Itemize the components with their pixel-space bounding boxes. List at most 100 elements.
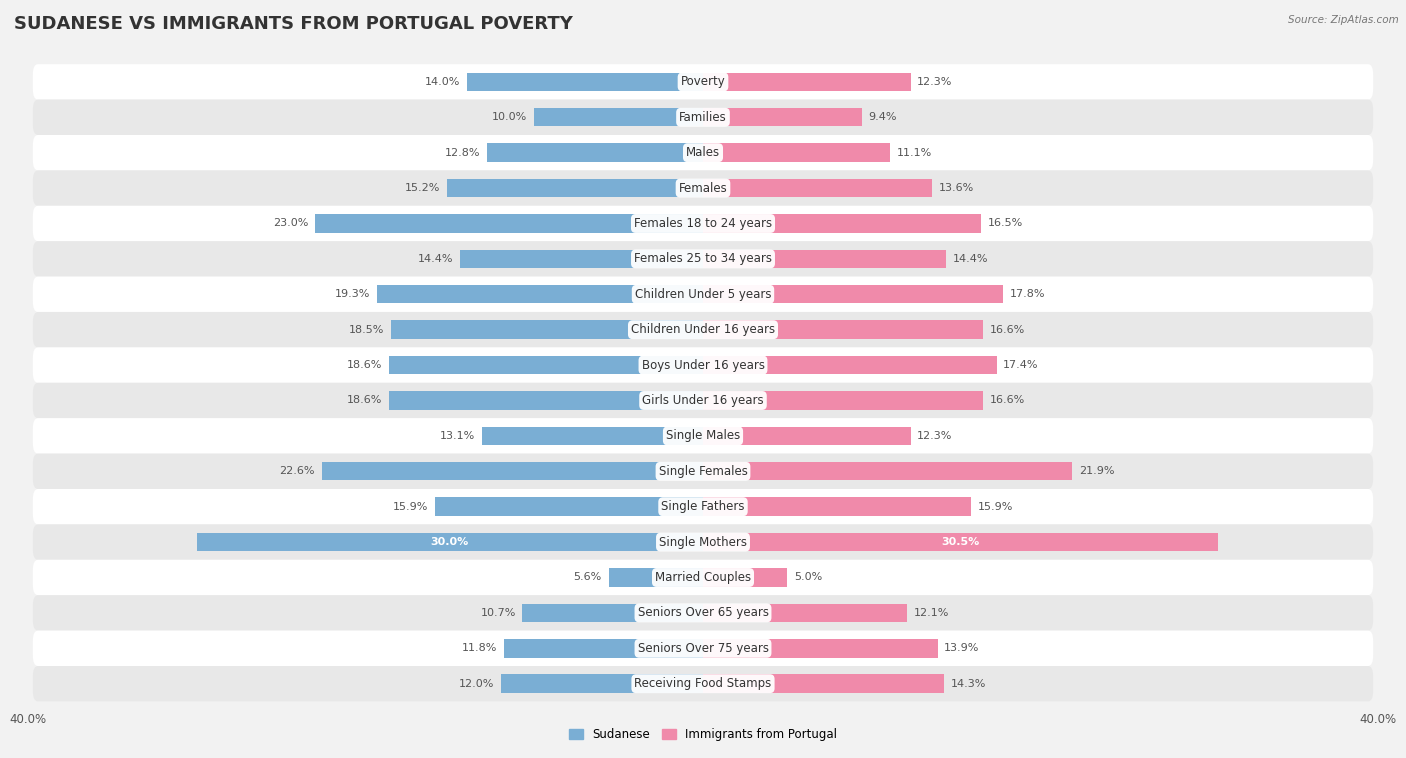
FancyBboxPatch shape xyxy=(32,347,1374,383)
FancyBboxPatch shape xyxy=(32,241,1374,277)
Text: 10.0%: 10.0% xyxy=(492,112,527,122)
Text: 14.4%: 14.4% xyxy=(953,254,988,264)
Bar xyxy=(322,462,703,481)
Text: 5.0%: 5.0% xyxy=(794,572,823,582)
Bar xyxy=(501,675,703,693)
Text: 16.5%: 16.5% xyxy=(988,218,1024,228)
Text: 16.6%: 16.6% xyxy=(990,396,1025,406)
Text: 13.1%: 13.1% xyxy=(440,431,475,441)
Bar xyxy=(197,533,703,551)
Text: Single Males: Single Males xyxy=(666,429,740,443)
FancyBboxPatch shape xyxy=(32,666,1374,701)
Bar xyxy=(703,73,911,91)
Text: 22.6%: 22.6% xyxy=(280,466,315,476)
FancyBboxPatch shape xyxy=(32,135,1374,171)
FancyBboxPatch shape xyxy=(32,418,1374,453)
Text: 15.2%: 15.2% xyxy=(405,183,440,193)
Text: 15.9%: 15.9% xyxy=(392,502,427,512)
Text: Boys Under 16 years: Boys Under 16 years xyxy=(641,359,765,371)
FancyBboxPatch shape xyxy=(32,64,1374,99)
FancyBboxPatch shape xyxy=(32,631,1374,666)
Text: Families: Families xyxy=(679,111,727,124)
Text: Children Under 5 years: Children Under 5 years xyxy=(634,288,772,301)
Bar xyxy=(703,533,1218,551)
Text: Females 25 to 34 years: Females 25 to 34 years xyxy=(634,252,772,265)
Bar xyxy=(482,427,703,445)
FancyBboxPatch shape xyxy=(32,595,1374,631)
Bar xyxy=(703,639,938,657)
Bar xyxy=(486,143,703,162)
Text: SUDANESE VS IMMIGRANTS FROM PORTUGAL POVERTY: SUDANESE VS IMMIGRANTS FROM PORTUGAL POV… xyxy=(14,15,572,33)
Text: 18.6%: 18.6% xyxy=(347,360,382,370)
Text: Single Mothers: Single Mothers xyxy=(659,536,747,549)
Text: 19.3%: 19.3% xyxy=(335,290,371,299)
Text: Single Females: Single Females xyxy=(658,465,748,478)
Text: Females: Females xyxy=(679,182,727,195)
Bar xyxy=(503,639,703,657)
Text: Source: ZipAtlas.com: Source: ZipAtlas.com xyxy=(1288,15,1399,25)
Bar xyxy=(467,73,703,91)
Bar xyxy=(523,603,703,622)
FancyBboxPatch shape xyxy=(32,99,1374,135)
Bar xyxy=(703,143,890,162)
Bar xyxy=(315,215,703,233)
Text: 12.1%: 12.1% xyxy=(914,608,949,618)
Text: 10.7%: 10.7% xyxy=(481,608,516,618)
FancyBboxPatch shape xyxy=(32,277,1374,312)
Text: Seniors Over 75 years: Seniors Over 75 years xyxy=(637,642,769,655)
Text: 14.4%: 14.4% xyxy=(418,254,453,264)
Bar xyxy=(703,285,1004,303)
Text: Children Under 16 years: Children Under 16 years xyxy=(631,323,775,337)
Bar xyxy=(447,179,703,197)
Text: 12.3%: 12.3% xyxy=(917,77,953,87)
Text: 23.0%: 23.0% xyxy=(273,218,308,228)
Text: 12.0%: 12.0% xyxy=(458,678,494,689)
Text: 5.6%: 5.6% xyxy=(574,572,602,582)
FancyBboxPatch shape xyxy=(32,171,1374,205)
Bar xyxy=(389,356,703,374)
Bar xyxy=(703,108,862,127)
Text: Receiving Food Stamps: Receiving Food Stamps xyxy=(634,677,772,691)
Text: 11.8%: 11.8% xyxy=(461,644,498,653)
Text: Seniors Over 65 years: Seniors Over 65 years xyxy=(637,606,769,619)
Bar xyxy=(389,391,703,409)
Text: 30.5%: 30.5% xyxy=(941,537,980,547)
Bar xyxy=(703,497,972,516)
Bar xyxy=(703,179,932,197)
Text: 18.6%: 18.6% xyxy=(347,396,382,406)
Bar xyxy=(703,215,981,233)
Bar xyxy=(703,321,983,339)
Text: 12.8%: 12.8% xyxy=(444,148,481,158)
Text: Single Fathers: Single Fathers xyxy=(661,500,745,513)
Bar xyxy=(609,568,703,587)
Text: 30.0%: 30.0% xyxy=(430,537,470,547)
Text: 18.5%: 18.5% xyxy=(349,324,384,335)
Bar xyxy=(377,285,703,303)
Text: 17.8%: 17.8% xyxy=(1010,290,1046,299)
Bar xyxy=(703,391,983,409)
Text: 13.9%: 13.9% xyxy=(945,644,980,653)
FancyBboxPatch shape xyxy=(32,489,1374,525)
Text: Girls Under 16 years: Girls Under 16 years xyxy=(643,394,763,407)
Text: 14.3%: 14.3% xyxy=(950,678,987,689)
Bar xyxy=(703,356,997,374)
Text: 14.0%: 14.0% xyxy=(425,77,460,87)
Text: 9.4%: 9.4% xyxy=(869,112,897,122)
Bar xyxy=(391,321,703,339)
Bar xyxy=(460,249,703,268)
Text: 16.6%: 16.6% xyxy=(990,324,1025,335)
Bar xyxy=(703,462,1073,481)
Bar xyxy=(703,603,907,622)
Text: 13.6%: 13.6% xyxy=(939,183,974,193)
Bar xyxy=(703,427,911,445)
Text: Married Couples: Married Couples xyxy=(655,571,751,584)
FancyBboxPatch shape xyxy=(32,383,1374,418)
FancyBboxPatch shape xyxy=(32,205,1374,241)
Text: 17.4%: 17.4% xyxy=(1004,360,1039,370)
Bar xyxy=(703,568,787,587)
Bar xyxy=(703,675,945,693)
Text: 21.9%: 21.9% xyxy=(1080,466,1115,476)
Text: 12.3%: 12.3% xyxy=(917,431,953,441)
Legend: Sudanese, Immigrants from Portugal: Sudanese, Immigrants from Portugal xyxy=(564,723,842,745)
Bar xyxy=(534,108,703,127)
